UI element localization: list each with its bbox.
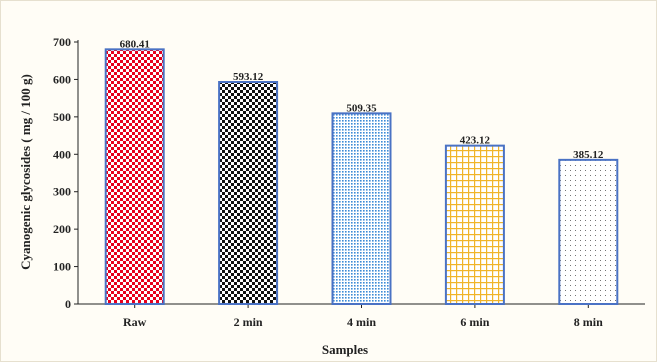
y-tick-label: 500 (53, 110, 71, 124)
x-tick-label: 2 min (234, 315, 263, 329)
bar-6-min (444, 144, 505, 305)
x-tick-label: Raw (123, 315, 147, 329)
axes: 0 100 200 300 400 500 600 700 (53, 35, 645, 311)
bar-2-min (218, 81, 279, 305)
bar-4-min (331, 112, 392, 305)
bar-8-min (558, 158, 619, 305)
bar-raw (104, 48, 165, 305)
y-tick-label: 400 (53, 147, 71, 161)
x-tick-label: 6 min (460, 315, 489, 329)
x-tick-label: 8 min (574, 315, 603, 329)
bar-value-label: 593.12 (233, 71, 264, 83)
bar-value-label: 680.41 (120, 38, 150, 50)
y-tick-label: 200 (53, 222, 71, 236)
y-tick-label: 700 (53, 35, 71, 49)
x-axis-label: Samples (322, 342, 368, 357)
bar-value-label: 385.12 (573, 149, 604, 161)
y-tick-label: 0 (65, 297, 71, 311)
y-tick-label: 600 (53, 72, 71, 86)
bar-value-label: 509.35 (346, 102, 377, 114)
bar-value-label: 423.12 (460, 135, 491, 147)
y-tick-label: 300 (53, 185, 71, 199)
x-tick-label: 4 min (347, 315, 376, 329)
y-axis-label: Cyanogenic glycosides ( mg / 100 g) (18, 74, 33, 270)
bars (104, 48, 619, 305)
labels: 680.41 Raw 593.12 2 min 509.35 4 min 423.12 6 m… (120, 38, 604, 329)
y-tick-label: 100 (53, 260, 71, 274)
